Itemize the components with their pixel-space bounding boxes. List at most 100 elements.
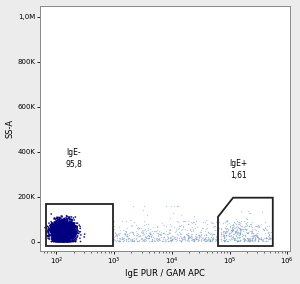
Point: [65, 227, 70, 231]
Point: [46, 225, 51, 229]
Point: [53, 233, 58, 238]
Point: [68, 231, 73, 236]
Point: [63, 224, 68, 228]
Point: [224, 233, 228, 238]
Point: [50, 236, 55, 241]
Point: [59, 230, 64, 235]
Point: [59, 232, 64, 237]
Point: [63, 233, 68, 237]
Point: [64, 230, 68, 235]
Point: [240, 232, 245, 237]
Point: [68, 232, 73, 237]
Point: [56, 229, 61, 234]
Point: [61, 231, 66, 235]
Point: [67, 221, 72, 226]
Point: [210, 237, 215, 241]
Point: [53, 225, 58, 229]
Point: [52, 232, 57, 237]
Point: [65, 229, 70, 234]
Point: [72, 235, 77, 240]
Point: [62, 232, 67, 236]
Point: [214, 237, 218, 241]
Point: [49, 225, 54, 229]
Point: [59, 223, 64, 227]
Point: [56, 233, 60, 237]
Point: [51, 239, 56, 244]
Point: [57, 230, 62, 235]
Point: [138, 235, 143, 240]
Point: [258, 237, 263, 241]
Point: [76, 231, 80, 235]
Point: [64, 239, 69, 244]
Point: [60, 227, 65, 231]
Point: [56, 231, 61, 235]
Point: [64, 238, 69, 242]
Point: [66, 232, 71, 236]
Point: [60, 229, 64, 234]
Point: [58, 222, 63, 227]
Point: [57, 233, 62, 238]
Point: [60, 237, 65, 241]
Point: [61, 226, 66, 231]
Point: [64, 229, 68, 233]
Point: [192, 219, 197, 224]
Point: [66, 225, 70, 230]
Point: [169, 237, 174, 241]
Point: [171, 237, 176, 242]
Point: [63, 230, 68, 234]
Point: [53, 235, 58, 240]
Point: [59, 230, 64, 235]
Point: [198, 231, 203, 236]
Point: [62, 228, 67, 233]
Point: [58, 227, 63, 232]
Point: [56, 239, 61, 244]
Point: [54, 230, 58, 235]
Point: [60, 228, 65, 233]
Point: [57, 227, 62, 231]
Point: [66, 230, 70, 235]
Point: [70, 221, 74, 225]
Point: [58, 222, 63, 227]
Point: [60, 222, 65, 226]
Point: [268, 237, 272, 241]
Point: [64, 230, 68, 235]
Point: [130, 239, 135, 243]
Point: [59, 230, 64, 235]
Point: [241, 237, 246, 241]
Point: [68, 238, 72, 242]
Point: [56, 220, 61, 224]
Point: [64, 219, 68, 224]
Point: [65, 225, 70, 230]
Point: [69, 230, 74, 235]
Point: [70, 235, 75, 239]
Point: [62, 235, 67, 239]
Point: [55, 229, 60, 233]
Point: [60, 235, 64, 240]
Point: [67, 229, 72, 233]
Point: [62, 225, 67, 229]
Point: [47, 237, 52, 241]
Point: [56, 235, 61, 240]
Point: [59, 236, 64, 240]
Point: [55, 232, 60, 237]
Point: [61, 236, 66, 241]
Point: [70, 235, 75, 239]
Point: [66, 232, 71, 237]
Point: [52, 223, 57, 227]
Point: [58, 230, 63, 235]
Point: [72, 235, 77, 239]
Point: [58, 225, 63, 229]
Point: [64, 236, 69, 241]
Point: [73, 231, 77, 235]
Point: [255, 223, 260, 228]
Point: [166, 236, 170, 241]
Point: [57, 231, 62, 236]
Point: [52, 232, 57, 237]
Point: [57, 232, 62, 237]
Point: [68, 228, 72, 233]
Point: [61, 233, 66, 238]
Point: [61, 230, 66, 234]
Point: [61, 238, 66, 243]
Point: [65, 232, 70, 236]
Point: [54, 216, 59, 221]
